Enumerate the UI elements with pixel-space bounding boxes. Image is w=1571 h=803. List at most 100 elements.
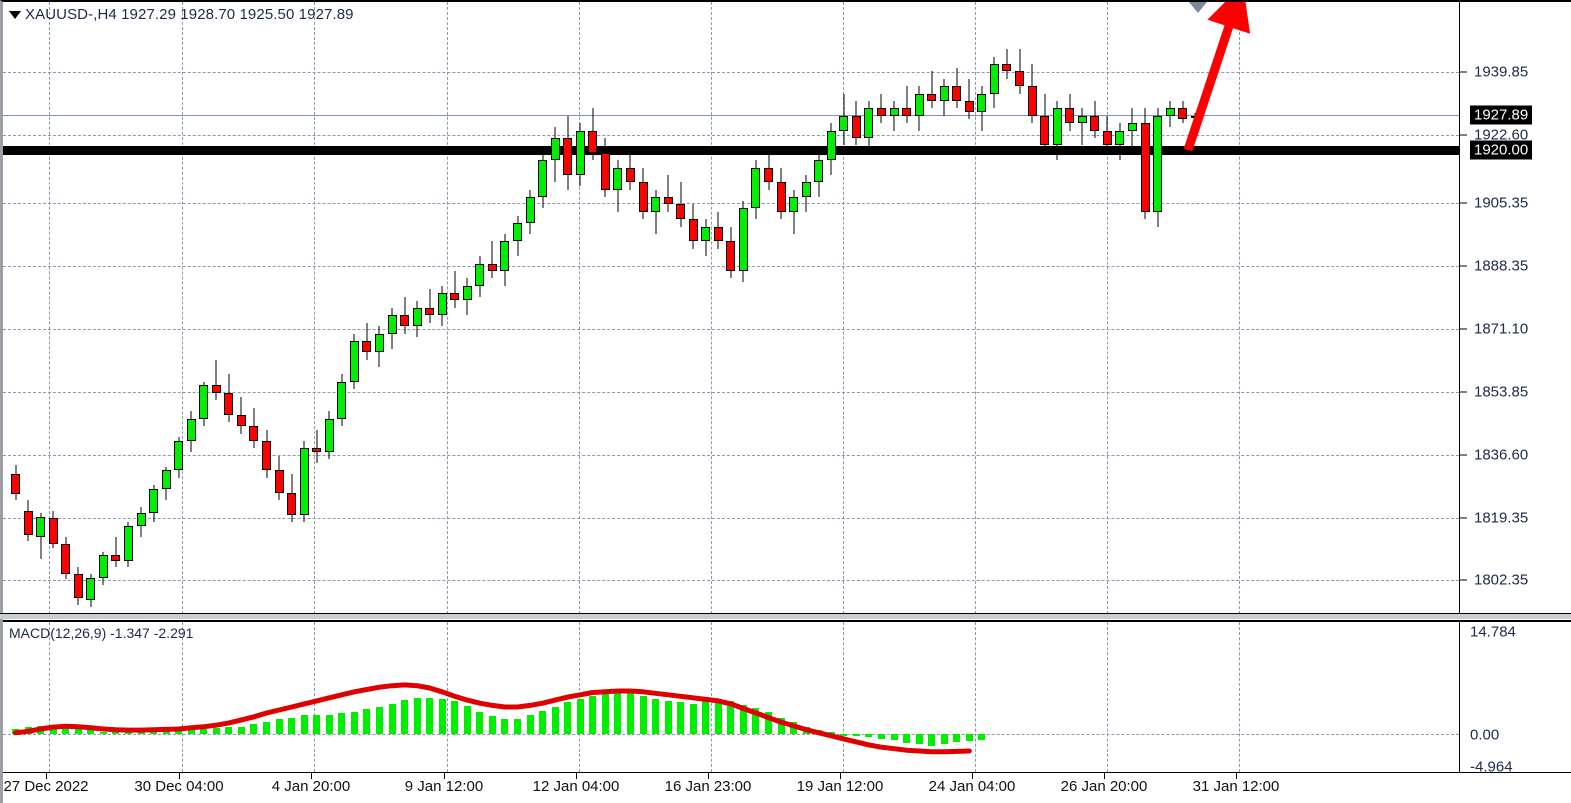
candlestick [23,2,33,614]
price-axis-tick [1460,134,1467,136]
support-line[interactable] [3,146,1459,155]
candle-body-bullish [613,167,623,190]
macd-histogram-bar [338,713,346,735]
macd-histogram-bar [363,709,371,735]
candlestick [374,2,384,614]
candlestick [186,2,196,614]
time-axis[interactable]: 27 Dec 2022 30 Dec 04:00 4 Jan 20:00 9 Jan … [3,772,1571,803]
price-chart-pane[interactable]: XAUUSD-,H4 1927.29 1928.70 1925.50 1927.… [3,2,1460,614]
candle-body-bullish [513,222,522,242]
macd-histogram-bar [752,708,760,735]
macd-histogram-bar [928,734,936,746]
candle-body-bearish [625,167,635,183]
candlestick [111,2,121,614]
macd-histogram-bar [74,728,82,735]
candlestick [48,2,58,614]
price-axis-tick [1460,517,1467,519]
candlestick [1140,2,1150,614]
macd-histogram-bar [551,706,559,735]
candle-wick [906,86,908,124]
candlestick [11,2,20,614]
caret-down-icon[interactable] [9,11,21,19]
candle-body-bullish [149,488,159,513]
macd-histogram-bar [589,696,597,735]
macd-pane[interactable]: MACD(12,26,9) -1.347 -2.291 [3,620,1460,772]
macd-histogram-bar [275,719,283,735]
candle-body-bullish [550,137,560,161]
candle-body-bullish [1153,115,1163,212]
candlestick [726,2,736,614]
macd-histogram-bar [99,731,107,735]
candlestick [387,2,397,614]
current-price-line[interactable] [3,115,1459,116]
candle-body-bullish [814,160,824,183]
time-axis-label: 12 Jan 04:00 [532,778,620,795]
candle-body-bearish [663,197,673,205]
candlestick [801,2,811,614]
candle-body-bearish [1065,108,1075,124]
candlestick [262,2,271,614]
candlestick [1002,2,1012,614]
candlestick [876,2,886,614]
price-axis[interactable]: 1939.85 1927.89 1922.60 1920.00 1905.35 1888.… [1460,2,1571,614]
pane-divider[interactable] [0,614,1571,619]
candlestick [977,2,987,614]
candle-body-bullish [500,241,510,271]
candle-body-bearish [249,426,259,441]
macd-histogram-bar [225,727,233,735]
candlestick [61,2,71,614]
macd-histogram-bar [476,712,484,735]
candle-wick [215,359,217,401]
price-axis-label-highlight: 1920.00 [1470,140,1533,160]
macd-signal-layer [13,682,972,755]
macd-histogram-bar [250,724,258,735]
candlestick [123,2,133,614]
candlestick [902,2,912,614]
macd-axis[interactable]: 14.784 0.00 -4.964 [1460,620,1571,772]
price-axis-label: 1853.85 [1474,383,1529,401]
candlestick [1077,2,1087,614]
candle-body-bearish [638,182,648,212]
candlestick [989,2,999,614]
price-axis-label: 1836.60 [1474,446,1529,464]
candle-body-bearish [11,474,20,495]
candle-body-bullish [1052,108,1062,146]
macd-histogram-bar [150,731,158,735]
candle-body-bullish [801,182,811,198]
candlestick [199,2,209,614]
candle-body-bearish [425,307,435,316]
candle-body-bearish [1002,64,1012,72]
candle-body-bearish [224,392,234,416]
candle-body-bullish [199,385,209,419]
candle-body-bearish [588,130,598,153]
candlestick [425,2,435,614]
candle-body-bearish [726,241,736,271]
candle-wick [1019,49,1020,94]
candle-body-bearish [48,518,58,545]
time-axis-tick [46,773,47,779]
candle-body-bullish [136,512,146,526]
macd-histogram-bar [62,726,70,735]
time-axis-tick [972,773,973,779]
candlestick [287,2,297,614]
macd-histogram-bar [765,712,772,735]
candlestick [450,2,460,614]
candle-body-bullish [299,448,309,515]
candlestick [412,2,422,614]
macd-histogram-bar [714,699,722,735]
candlestick [236,2,246,614]
price-axis-label: 1939.85 [1474,63,1529,81]
up-arrow-icon[interactable] [1183,2,1251,152]
candlestick [776,2,786,614]
candle-body-bearish [236,415,246,427]
macd-histogram-bar [488,716,496,735]
time-axis-tick [311,773,312,779]
candle-wick [968,78,970,120]
macd-histogram-bar [124,732,132,735]
candle-body-bullish [738,208,748,271]
candle-body-bullish [86,577,96,600]
candle-body-bearish [362,341,372,353]
candle-body-bullish [525,197,535,223]
candle-body-bullish [839,115,849,131]
